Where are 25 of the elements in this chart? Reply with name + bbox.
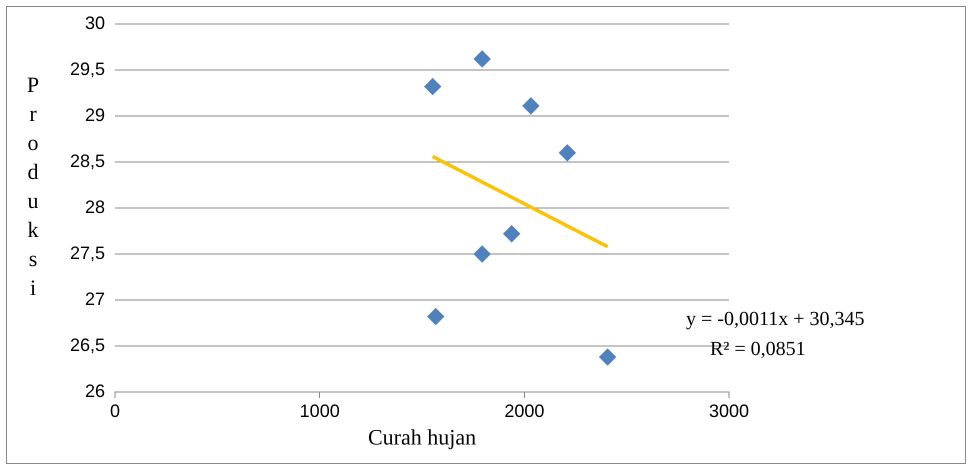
x-tick-label: 0	[110, 400, 120, 421]
y-tick-label: 28	[85, 196, 106, 217]
point	[558, 144, 576, 162]
y-tick-label: 26	[85, 380, 106, 401]
x-tick-label: 2000	[504, 400, 544, 421]
y-tick-label: 30	[85, 12, 106, 33]
point	[599, 348, 616, 366]
point	[474, 246, 491, 262]
annotation: R² = 0,0851	[710, 338, 806, 361]
y-tick-label: 28,5	[70, 150, 106, 171]
y-tick-label: 29	[85, 104, 106, 125]
y-tick-label: 29,5	[70, 58, 106, 79]
y-axis-title: Produksi	[26, 71, 40, 302]
y-tick-label: 26,5	[70, 334, 106, 355]
x-tick-label: 3000	[708, 400, 750, 421]
point	[474, 50, 491, 68]
point	[424, 78, 442, 96]
point	[503, 225, 520, 242]
y-tick-label: 27	[85, 288, 106, 309]
point	[427, 308, 444, 326]
x-tick-label: 1000	[300, 400, 340, 421]
y-tick-label: 27,5	[70, 242, 106, 263]
annotation: y = -0,0011x + 30,345	[686, 308, 864, 331]
point	[522, 97, 540, 114]
x-axis-title: Curah hujan	[368, 424, 476, 450]
